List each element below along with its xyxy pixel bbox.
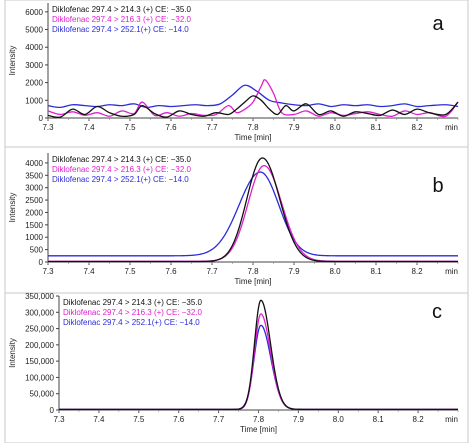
x-tick-label: 7.9 [293,415,305,424]
x-tick-label: 8.2 [411,123,423,132]
x-tick-label: 7.8 [253,415,265,424]
series-line-black [47,95,459,119]
panel-label: a [432,13,444,35]
legend-entry: Diklofenac 297.4 > 214.3 (+) CE: −35.0 [63,298,203,307]
legend-entry: Diklofenac 297.4 > 216.3 (+) CE: −32.0 [52,165,192,174]
legend-entry: Diklofenac 297.4 > 252.1(+) CE: −14.0 [52,175,189,184]
y-tick-label: 150,000 [25,357,54,366]
x-tick-label: 8.2 [413,415,425,424]
legend-entry: Diklofenac 297.4 > 214.3 (+) CE: −35.0 [52,5,192,14]
x-axis-title: Time [min] [234,277,271,286]
x-tick-label: 7.7 [206,267,218,276]
y-tick-label: 0 [39,258,44,267]
y-tick-label: 2000 [25,79,43,88]
y-tick-label: 3000 [25,61,43,70]
y-tick-label: 2000 [25,208,43,217]
legend-entry: Diklofenac 297.4 > 214.3 (+) CE: −35.0 [52,155,192,164]
legend-entry: Diklofenac 297.4 > 216.3 (+) CE: −32.0 [52,15,192,24]
x-tick-label: 7.3 [42,123,54,132]
x-tick-label: 7.5 [133,415,145,424]
x-unit-label: min [445,267,458,276]
x-tick-label: 7.7 [206,123,218,132]
x-unit-label: min [445,123,458,132]
panel-label: b [432,175,443,197]
x-tick-label: 7.7 [213,415,225,424]
x-tick-label: 7.5 [124,123,136,132]
x-tick-label: 7.9 [288,267,300,276]
y-tick-label: 0 [39,114,44,123]
series-line-black [48,157,458,263]
y-tick-label: 1000 [25,233,43,242]
y-tick-label: 50,000 [30,390,55,399]
y-tick-label: 3000 [25,184,43,193]
y-tick-label: 200,000 [25,341,54,350]
y-tick-label: 250,000 [25,325,54,334]
x-tick-label: 7.3 [42,267,54,276]
legend-entry: Diklofenac 297.4 > 216.3 (+) CE: −32.0 [63,308,203,317]
y-tick-label: 1000 [25,96,43,105]
x-unit-label: min [445,415,458,424]
y-tick-label: 500 [30,246,44,255]
x-tick-label: 7.6 [165,123,177,132]
y-tick-label: 4000 [25,43,43,52]
x-tick-label: 7.3 [53,415,65,424]
x-axis-title: Time [min] [234,133,271,142]
x-tick-label: 8.1 [370,267,382,276]
y-tick-label: 350,000 [25,292,54,301]
x-tick-label: 7.4 [83,123,95,132]
y-axis-title: Intensity [8,193,17,223]
x-tick-label: 7.4 [93,415,105,424]
y-tick-label: 100,000 [25,373,54,382]
x-tick-label: 7.4 [83,267,95,276]
x-tick-label: 7.8 [247,267,259,276]
legend-entry: Diklofenac 297.4 > 252.1(+) CE: −14.0 [63,318,200,327]
panel-label: c [432,301,442,323]
x-axis-title: Time [min] [240,425,277,434]
y-tick-label: 300,000 [25,308,54,317]
legend-entry: Diklofenac 297.4 > 252.1(+) CE: −14.0 [52,25,189,34]
y-axis-title: Intensity [8,46,17,76]
y-axis-title: Intensity [8,338,17,368]
y-tick-label: 6000 [25,8,43,17]
y-tick-label: 3500 [25,171,43,180]
y-tick-label: 5000 [25,26,43,35]
y-tick-label: 2500 [25,196,43,205]
x-tick-label: 8.0 [333,415,345,424]
x-tick-label: 7.6 [165,267,177,276]
x-tick-label: 7.8 [247,123,259,132]
series-line-blue [47,84,459,109]
y-tick-label: 4000 [25,159,43,168]
x-tick-label: 7.5 [124,267,136,276]
series-line-blue [59,324,458,410]
x-tick-label: 8.2 [411,267,423,276]
series-line-black [59,299,458,410]
x-tick-label: 8.0 [329,123,341,132]
x-tick-label: 7.9 [288,123,300,132]
x-tick-label: 8.1 [373,415,385,424]
series-line-magenta [47,79,459,118]
x-tick-label: 8.1 [370,123,382,132]
x-tick-label: 7.6 [173,415,185,424]
y-tick-label: 0 [50,406,55,415]
x-tick-label: 8.0 [329,267,341,276]
y-tick-label: 1500 [25,221,43,230]
